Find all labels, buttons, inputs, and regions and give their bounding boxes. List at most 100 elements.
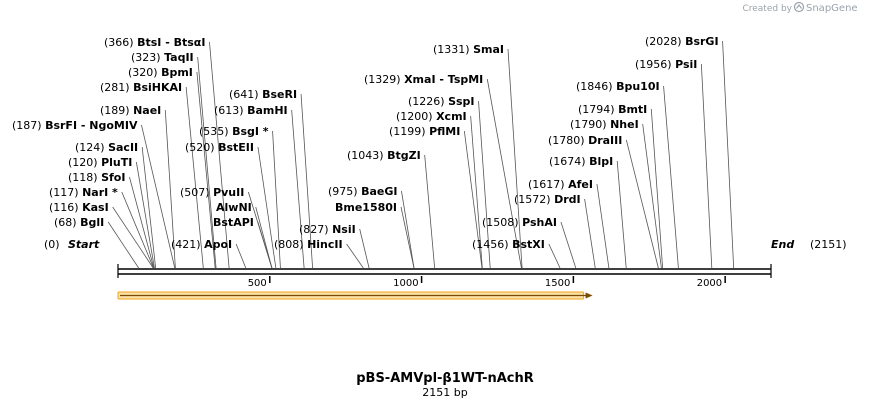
site-position: (1199) <box>389 125 429 138</box>
site-name: BmtI <box>618 103 647 116</box>
site-label[interactable]: (1226) SspI <box>408 95 475 108</box>
site-label[interactable]: (124) SacII <box>75 141 138 154</box>
site-leader-line <box>470 115 483 269</box>
site-position: (975) <box>328 185 361 198</box>
site-label[interactable]: (118) SfoI <box>68 171 125 184</box>
site-label[interactable]: (520) BstEII <box>185 141 254 154</box>
site-label[interactable]: (1199) PflMI <box>389 125 460 138</box>
site-label[interactable]: (1508) PshAI <box>482 216 557 229</box>
site-label[interactable]: (1846) Bpu10I <box>576 80 660 93</box>
site-leader-line <box>359 228 370 269</box>
site-position: (1456) <box>472 238 512 251</box>
site-leader-line <box>548 243 561 269</box>
site-name: NarI * <box>82 186 118 199</box>
site-position: (1674) <box>549 155 589 168</box>
site-position: (520) <box>185 141 218 154</box>
site-name: BaeGI <box>361 185 397 198</box>
site-leader-line <box>257 221 273 269</box>
site-label[interactable]: (2028) BsrGI <box>645 35 719 48</box>
site-label[interactable]: (366) BtsI - BtsαI <box>104 36 205 49</box>
site-name: BpmI <box>161 66 193 79</box>
site-label[interactable]: (1200) XcmI <box>396 110 467 123</box>
site-label[interactable]: (323) TaqII <box>131 51 194 64</box>
start-label: Start <box>68 238 100 251</box>
site-label[interactable]: (1043) BtgZI <box>347 149 421 162</box>
site-position: (1329) <box>364 73 404 86</box>
site-name: Bpu10I <box>616 80 660 93</box>
site-label[interactable]: (975) BaeGI <box>328 185 397 198</box>
site-labels: (68) BglI (116) KasI (117) NarI * (118) Sfo… <box>12 35 719 251</box>
site-label[interactable]: (1780) DraIII <box>548 134 622 147</box>
site-label[interactable]: (320) BpmI <box>128 66 193 79</box>
site-label[interactable]: (189) NaeI <box>100 104 161 117</box>
site-label[interactable]: (187) BsrFI - NgoMIV <box>12 119 138 132</box>
site-position: (118) <box>68 171 101 184</box>
feature-arrow[interactable] <box>117 291 593 300</box>
site-leader-line <box>135 161 155 269</box>
site-name: BsrFI <box>45 119 77 132</box>
site-leader-line <box>560 221 577 269</box>
site-leader-line <box>141 124 176 269</box>
site-position: (120) <box>68 156 101 169</box>
site-leader-line <box>400 206 415 269</box>
end-position: (2151) <box>810 238 847 251</box>
end-label: End <box>771 238 794 251</box>
axis-tick-label: 1500 <box>545 278 570 289</box>
site-position: (366) <box>104 36 137 49</box>
feature-arrowhead-icon <box>585 292 593 299</box>
site-name: HincII <box>307 238 343 251</box>
site-position: (116) <box>49 201 82 214</box>
site-position: (421) <box>171 238 204 251</box>
site-label[interactable]: (116) KasI <box>49 201 109 214</box>
site-name: SspI <box>448 95 474 108</box>
site-label[interactable]: (1956) PsiI <box>635 58 697 71</box>
site-name: BsiHKAI <box>133 81 182 94</box>
site-name: KasI <box>82 201 109 214</box>
site-leader-line <box>663 85 679 269</box>
site-leader-line <box>300 93 313 269</box>
site-label[interactable]: (808) HincII <box>274 238 343 251</box>
site-name: PflMI <box>429 125 460 138</box>
site-label[interactable]: (1456) BstXI <box>472 238 545 251</box>
site-label[interactable]: (421) ApoI <box>171 238 232 251</box>
site-position: (323) <box>131 51 164 64</box>
axis-tick-label: 1000 <box>393 278 418 289</box>
site-label[interactable]: AlwNI <box>216 201 252 214</box>
site-label[interactable]: (1329) XmaI - TspMI <box>364 73 483 86</box>
site-leader-line <box>346 243 364 269</box>
site-label[interactable]: (68) BglI <box>54 216 104 229</box>
site-leader-line <box>401 190 415 269</box>
site-name: DraIII <box>588 134 622 147</box>
site-label[interactable]: (1572) DrdI <box>514 193 581 206</box>
site-label[interactable]: (1674) BlpI <box>549 155 613 168</box>
site-label[interactable]: (1331) SmaI <box>433 43 504 56</box>
site-name: BseRI <box>262 88 297 101</box>
site-label[interactable]: (507) PvuII <box>180 186 244 199</box>
site-leader-line <box>584 198 596 269</box>
site-label[interactable]: (117) NarI * <box>49 186 118 199</box>
site-name-secondary: - NgoMIV <box>77 119 138 132</box>
site-label[interactable]: BstAPI <box>213 216 254 229</box>
site-position: (281) <box>100 81 133 94</box>
site-leader-line <box>625 139 659 269</box>
site-label[interactable]: (281) BsiHKAI <box>100 81 182 94</box>
site-label[interactable]: (641) BseRI <box>229 88 297 101</box>
site-leader-line <box>507 48 523 269</box>
site-position: (1226) <box>408 95 448 108</box>
start-marker: (0) Start <box>44 238 100 251</box>
site-label[interactable]: (827) NsiI <box>299 223 356 236</box>
site-label[interactable]: (535) BsgI * <box>199 125 269 138</box>
site-label[interactable]: (1790) NheI <box>570 118 639 131</box>
site-label[interactable]: (613) BamHI <box>214 104 288 117</box>
site-position: (1790) <box>570 118 610 131</box>
site-label[interactable]: Bme1580I <box>335 201 397 214</box>
site-leader-line <box>164 109 176 269</box>
site-label[interactable]: (1617) AfeI <box>528 178 593 191</box>
site-label[interactable]: (1794) BmtI <box>578 103 647 116</box>
site-name: SfoI <box>101 171 125 184</box>
site-label[interactable]: (120) PluTI <box>68 156 132 169</box>
site-position: (827) <box>299 223 332 236</box>
site-position: (808) <box>274 238 307 251</box>
site-name: BglI <box>80 216 104 229</box>
site-name: BstXI <box>512 238 545 251</box>
